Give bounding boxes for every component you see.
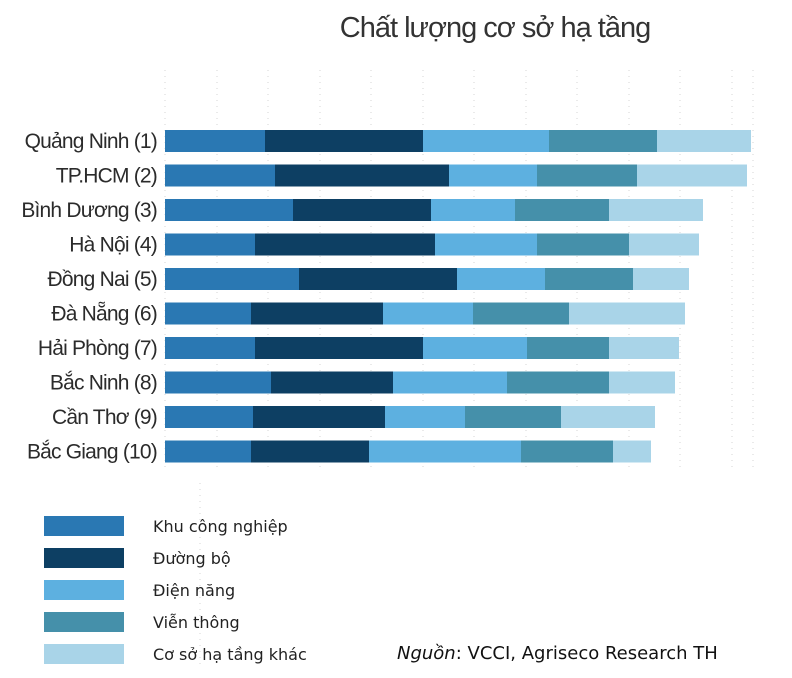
bar-segment [561, 406, 655, 428]
bar-segment [545, 268, 633, 290]
bar-segment [613, 440, 651, 463]
bar-segment [251, 440, 369, 463]
bar-segment [569, 302, 685, 325]
category-label: Bắc Giang (10) [27, 441, 157, 464]
category-label: Cần Thơ (9) [52, 406, 157, 429]
bar-segment [165, 233, 255, 256]
category-label: Đồng Nai (5) [48, 268, 157, 291]
bar-segment [165, 302, 251, 325]
bar-segment [165, 164, 275, 187]
bar-segment [449, 164, 537, 187]
bar-segment [549, 130, 657, 152]
legend-swatch [44, 516, 124, 536]
category-label: Hà Nội (4) [69, 234, 157, 257]
legend-label: Cơ sở hạ tầng khác [153, 645, 307, 664]
bar-segment [165, 337, 255, 359]
bar-segment [265, 130, 423, 152]
source-separator: : [455, 643, 468, 664]
bar-segment [393, 371, 507, 394]
bar-segment [165, 268, 299, 290]
category-label: Quảng Ninh (1) [25, 130, 157, 153]
bar-segment [165, 199, 293, 221]
bar-segment [253, 406, 385, 428]
category-labels: Quảng Ninh (1) TP.HCM (2) Bình Dương (3) Hà… [21, 130, 157, 464]
bar-segment [473, 302, 569, 325]
legend-label: Khu công nghiệp [153, 517, 288, 536]
bar-segment [435, 233, 537, 256]
bar-segment [537, 164, 637, 187]
category-label: Bắc Ninh (8) [50, 372, 157, 395]
source-text: VCCI, Agriseco Research TH [467, 643, 718, 664]
bar-segment [537, 233, 629, 256]
bar-segment [275, 164, 449, 187]
legend-label: Viễn thông [153, 613, 240, 632]
bar-segment [299, 268, 457, 290]
bar-segment [293, 199, 431, 221]
category-label: TP.HCM (2) [56, 165, 157, 188]
bar-segment [271, 371, 393, 394]
bar-segment [251, 302, 383, 325]
bar-segment [431, 199, 515, 221]
bar-segment [165, 371, 271, 394]
bar-segment [465, 406, 561, 428]
bar-segment [165, 440, 251, 463]
bar-segment [165, 130, 265, 152]
bar-segment [629, 233, 699, 256]
bar-segment [527, 337, 609, 359]
bar-segment [423, 130, 549, 152]
bars [165, 130, 751, 463]
category-label: Đà Nẵng (6) [51, 303, 157, 326]
source-label: Nguồn [397, 643, 456, 664]
bar-segment [637, 164, 747, 187]
legend-swatch [44, 548, 124, 568]
chart-title: Chất lượng cơ sở hạ tầng [340, 12, 650, 44]
bar-segment [369, 440, 521, 463]
bar-segment [423, 337, 527, 359]
bar-segment [515, 199, 609, 221]
gridlines [164, 70, 754, 665]
legend-label: Điện năng [153, 581, 235, 600]
bar-segment [165, 406, 253, 428]
legend: Khu công nghiệp Đường bộ Điện năng Viễn thô… [44, 516, 307, 664]
bar-segment [609, 337, 679, 359]
bar-segment [255, 337, 423, 359]
bar-segment [457, 268, 545, 290]
legend-swatch [44, 612, 124, 632]
bar-segment [383, 302, 473, 325]
bar-segment [521, 440, 613, 463]
bar-segment [385, 406, 465, 428]
bar-segment [609, 199, 703, 221]
category-label: Bình Dương (3) [21, 199, 157, 222]
legend-swatch [44, 644, 124, 664]
bar-segment [633, 268, 689, 290]
legend-label: Đường bộ [153, 549, 231, 568]
bar-segment [507, 371, 609, 394]
legend-swatch [44, 580, 124, 600]
bar-segment [609, 371, 675, 394]
bar-segment [657, 130, 751, 152]
category-label: Hải Phòng (7) [38, 337, 157, 360]
source-note: Nguồn: VCCI, Agriseco Research TH [397, 643, 718, 664]
bar-segment [255, 233, 435, 256]
